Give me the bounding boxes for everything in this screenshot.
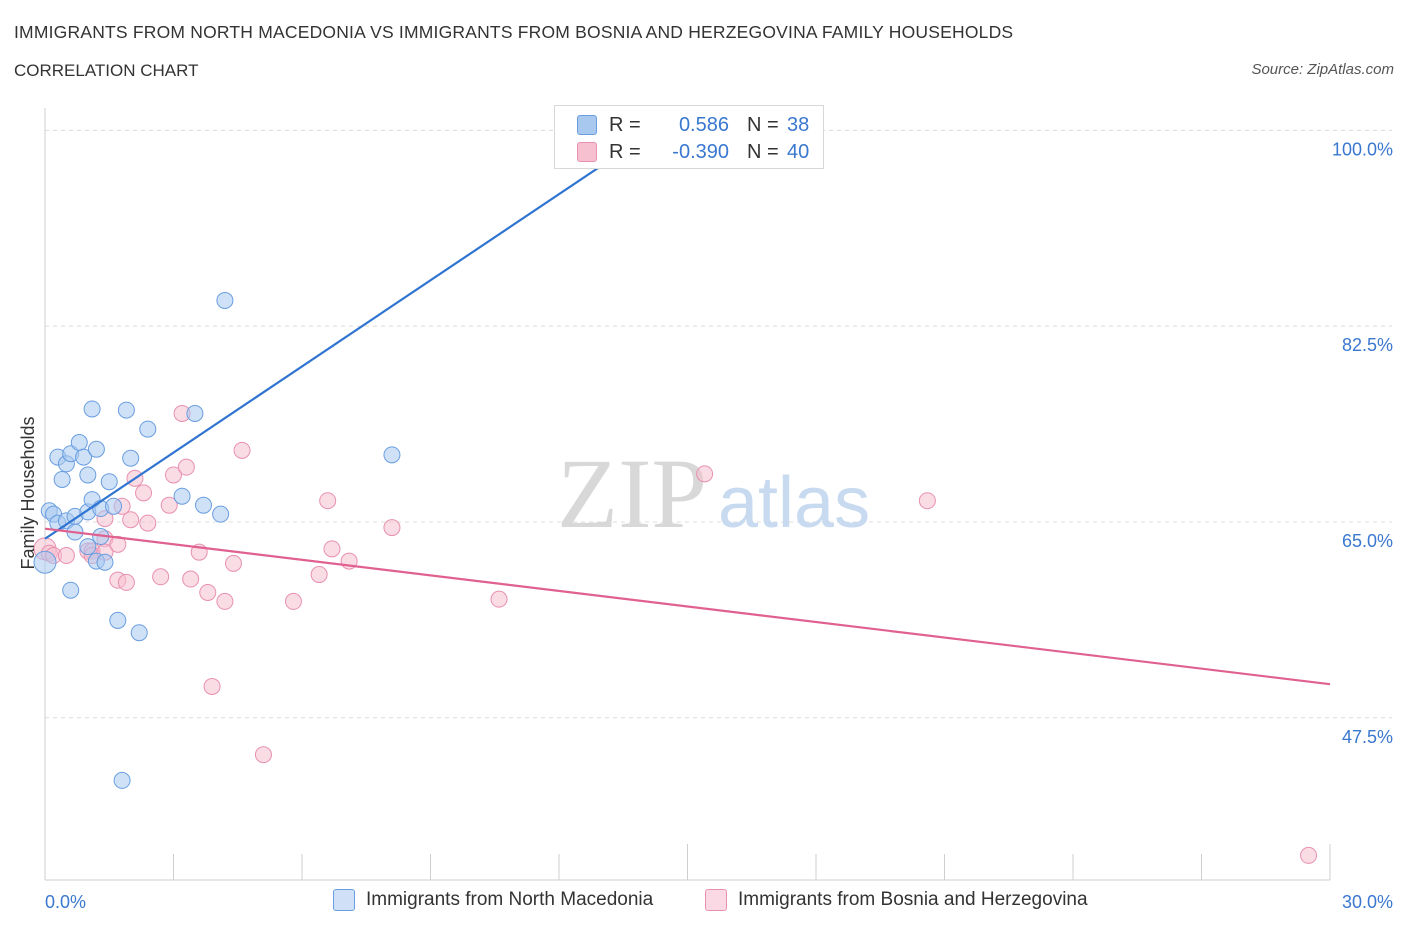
y-tick-label: 47.5% <box>1342 727 1393 747</box>
series-bosnia-points <box>33 404 1318 864</box>
bosnia-point <box>135 484 153 502</box>
bosnia-point <box>165 466 182 484</box>
macedonia-point <box>33 550 57 574</box>
bosnia-point <box>319 492 337 510</box>
bosnia-point <box>203 677 221 695</box>
bosnia-point <box>233 441 251 459</box>
bosnia-point <box>216 592 234 610</box>
bosnia-point <box>122 511 140 529</box>
macedonia-point <box>83 400 101 418</box>
series-legend: Immigrants from North Macedonia Immigran… <box>0 889 1406 915</box>
bosnia-point <box>490 590 508 608</box>
trend-line-bosnia <box>44 527 1331 686</box>
bosnia-point <box>139 514 157 532</box>
macedonia-point <box>113 771 131 789</box>
bosnia-point <box>57 547 75 565</box>
macedonia-point <box>122 449 140 467</box>
stats-legend: R = 0.586 N = 38 R = -0.390 N = 40 <box>554 105 824 169</box>
tick-labels: 47.5% 65.0% 82.5% 100.0% 0.0% 30.0% <box>45 139 1393 912</box>
macedonia-point <box>62 581 80 599</box>
watermark-zip: ZIP <box>557 438 707 549</box>
bosnia-point <box>117 573 135 591</box>
r-label: R = <box>609 140 641 163</box>
series-macedonia-points <box>33 112 607 789</box>
n-label: N = <box>747 113 779 136</box>
bosnia-point <box>182 570 200 588</box>
trend-lines <box>44 107 1331 686</box>
legend-label-bosnia: Immigrants from Bosnia and Herzegovina <box>738 889 1088 910</box>
y-tick-label: 100.0% <box>1332 139 1393 159</box>
bosnia-point <box>696 465 714 483</box>
legend-swatch-macedonia <box>333 889 355 911</box>
macedonia-point <box>75 448 93 466</box>
bosnia-point <box>224 554 242 572</box>
bosnia-point <box>109 535 127 553</box>
stats-row-bosnia: R = -0.390 N = 40 <box>577 139 809 165</box>
macedonia-point <box>139 420 157 438</box>
bosnia-point <box>284 592 302 610</box>
legend-swatch-bosnia <box>705 889 727 911</box>
r-value: 0.586 <box>678 113 729 136</box>
bosnia-point <box>177 458 195 476</box>
x-tick-label-max: 30.0% <box>1342 892 1393 912</box>
macedonia-point <box>100 473 118 491</box>
chart-title: IMMIGRANTS FROM NORTH MACEDONIA VS IMMIG… <box>14 22 1014 42</box>
macedonia-point <box>105 497 123 515</box>
watermark: ZIP atlas <box>557 438 870 549</box>
macedonia-point <box>212 505 230 523</box>
legend-item-bosnia[interactable]: Immigrants from Bosnia and Herzegovina <box>705 889 1088 911</box>
grid-lines <box>45 129 1392 719</box>
macedonia-point <box>87 440 105 458</box>
macedonia-point <box>79 466 97 484</box>
stats-swatch-macedonia <box>577 115 597 135</box>
y-axis-label: Family Households <box>18 416 38 569</box>
bosnia-point <box>1300 846 1318 864</box>
macedonia-point <box>173 487 191 505</box>
macedonia-point <box>70 434 88 452</box>
bosnia-point <box>323 540 341 558</box>
x-tick-label-min: 0.0% <box>45 892 86 912</box>
bosnia-point <box>918 492 936 510</box>
macedonia-point <box>109 611 127 629</box>
y-tick-label: 82.5% <box>1342 335 1393 355</box>
macedonia-point <box>79 538 97 556</box>
macedonia-point <box>117 401 135 419</box>
macedonia-point <box>194 496 212 514</box>
watermark-atlas: atlas <box>718 463 870 543</box>
macedonia-point <box>216 291 234 309</box>
n-label: N = <box>747 140 779 163</box>
bosnia-point <box>383 519 401 537</box>
macedonia-point <box>186 404 204 422</box>
bosnia-point <box>160 496 178 514</box>
chart-subtitle: CORRELATION CHART <box>14 61 199 80</box>
n-value: 40 <box>787 140 810 163</box>
n-value: 38 <box>787 113 810 136</box>
r-label: R = <box>609 113 641 136</box>
legend-item-macedonia[interactable]: Immigrants from North Macedonia <box>333 889 653 911</box>
stats-row-macedonia: R = 0.586 N = 38 <box>577 112 809 138</box>
macedonia-point <box>383 446 401 464</box>
bosnia-point <box>152 568 170 586</box>
macedonia-point <box>53 470 71 488</box>
bosnia-point <box>199 583 217 601</box>
bosnia-point <box>310 566 328 584</box>
source-label: Source: ZipAtlas.com <box>1251 61 1394 78</box>
axes <box>44 108 1331 881</box>
stats-swatch-bosnia <box>577 142 597 162</box>
bosnia-point <box>254 746 272 764</box>
trend-line-macedonia <box>44 107 689 540</box>
r-value: -0.390 <box>672 140 729 163</box>
macedonia-point <box>96 553 114 571</box>
y-tick-label: 65.0% <box>1342 531 1393 551</box>
macedonia-point <box>130 624 148 642</box>
legend-label-macedonia: Immigrants from North Macedonia <box>366 889 654 910</box>
